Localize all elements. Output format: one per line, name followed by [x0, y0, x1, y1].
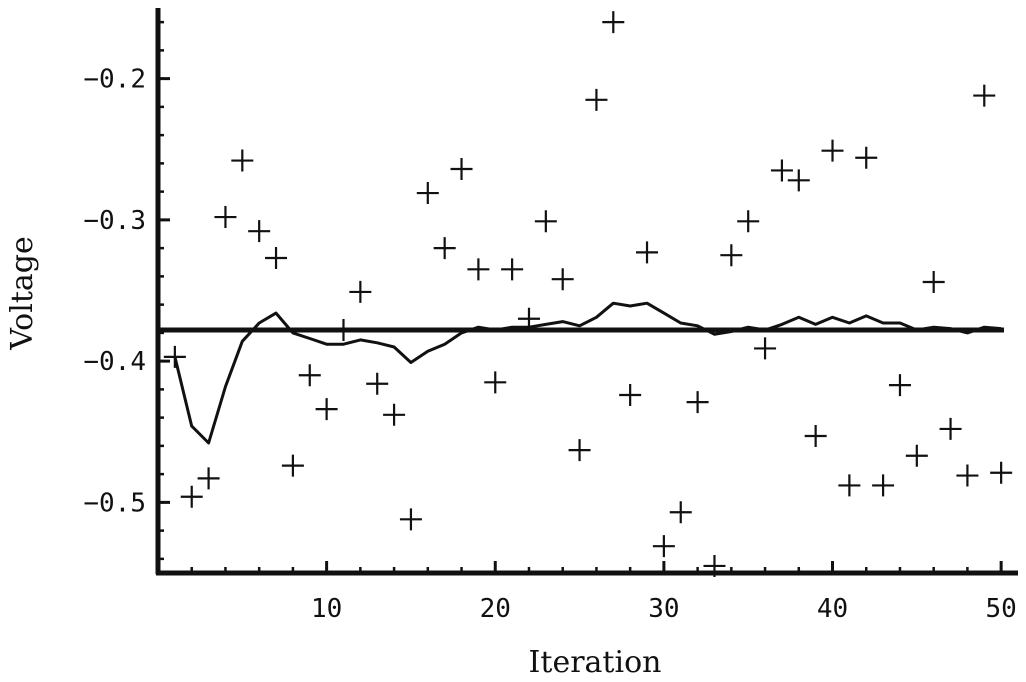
y-tick-labels: −0.5 −0.4 −0.3 −0.2 [83, 65, 146, 519]
data-point [332, 319, 355, 342]
data-point [905, 444, 928, 467]
x-tick-labels: 10 20 30 40 50 [311, 594, 1017, 624]
data-point [197, 467, 220, 490]
data-point [433, 237, 456, 260]
data-point [872, 474, 895, 497]
x-axis-title: Iteration [529, 645, 662, 680]
x-tick-label: 40 [817, 594, 848, 624]
data-point [349, 280, 372, 303]
data-point [298, 364, 321, 387]
data-point [855, 146, 878, 169]
data-point [770, 159, 793, 182]
data-point [973, 84, 996, 107]
data-point [652, 535, 675, 558]
data-point [922, 271, 945, 294]
data-point [517, 307, 540, 330]
data-point [467, 258, 490, 281]
y-axis-title: Voltage [5, 236, 40, 350]
data-point [939, 417, 962, 440]
data-point [602, 11, 625, 34]
data-point [281, 454, 304, 477]
data-point [366, 372, 389, 395]
data-point [551, 268, 574, 291]
data-point [265, 247, 288, 270]
y-tick-label: −0.2 [83, 65, 146, 95]
running-average-line [173, 301, 1002, 445]
data-point [956, 464, 979, 487]
data-point [754, 337, 777, 360]
data-point [501, 258, 524, 281]
data-point [416, 182, 439, 205]
data-point [821, 139, 844, 162]
y-tick-label: −0.3 [83, 206, 146, 236]
data-point [180, 485, 203, 508]
data-point [214, 206, 237, 229]
y-tick-label: −0.4 [83, 347, 146, 377]
data-point [619, 384, 642, 407]
x-tick-label: 30 [648, 594, 679, 624]
data-point [315, 398, 338, 421]
data-point [686, 391, 709, 414]
data-point [568, 439, 591, 462]
x-tick-label: 20 [480, 594, 511, 624]
data-point [163, 345, 186, 368]
data-point [990, 461, 1013, 484]
data-point [484, 371, 507, 394]
x-tick-label: 10 [311, 594, 342, 624]
x-tick-label: 50 [985, 594, 1016, 624]
data-point [669, 501, 692, 524]
y-tick-label: −0.5 [83, 488, 146, 518]
data-point [804, 424, 827, 447]
data-point [585, 88, 608, 111]
data-point [888, 374, 911, 397]
data-point [248, 220, 271, 243]
data-point [231, 149, 254, 172]
data-point [383, 403, 406, 426]
data-points-group [163, 11, 1013, 577]
data-point [399, 508, 422, 531]
data-point [450, 158, 473, 181]
data-point [720, 244, 743, 267]
data-point [787, 169, 810, 192]
data-point [534, 210, 557, 233]
data-point [838, 474, 861, 497]
running-average-line-group [173, 301, 1002, 445]
data-point [636, 241, 659, 264]
data-point [737, 210, 760, 233]
